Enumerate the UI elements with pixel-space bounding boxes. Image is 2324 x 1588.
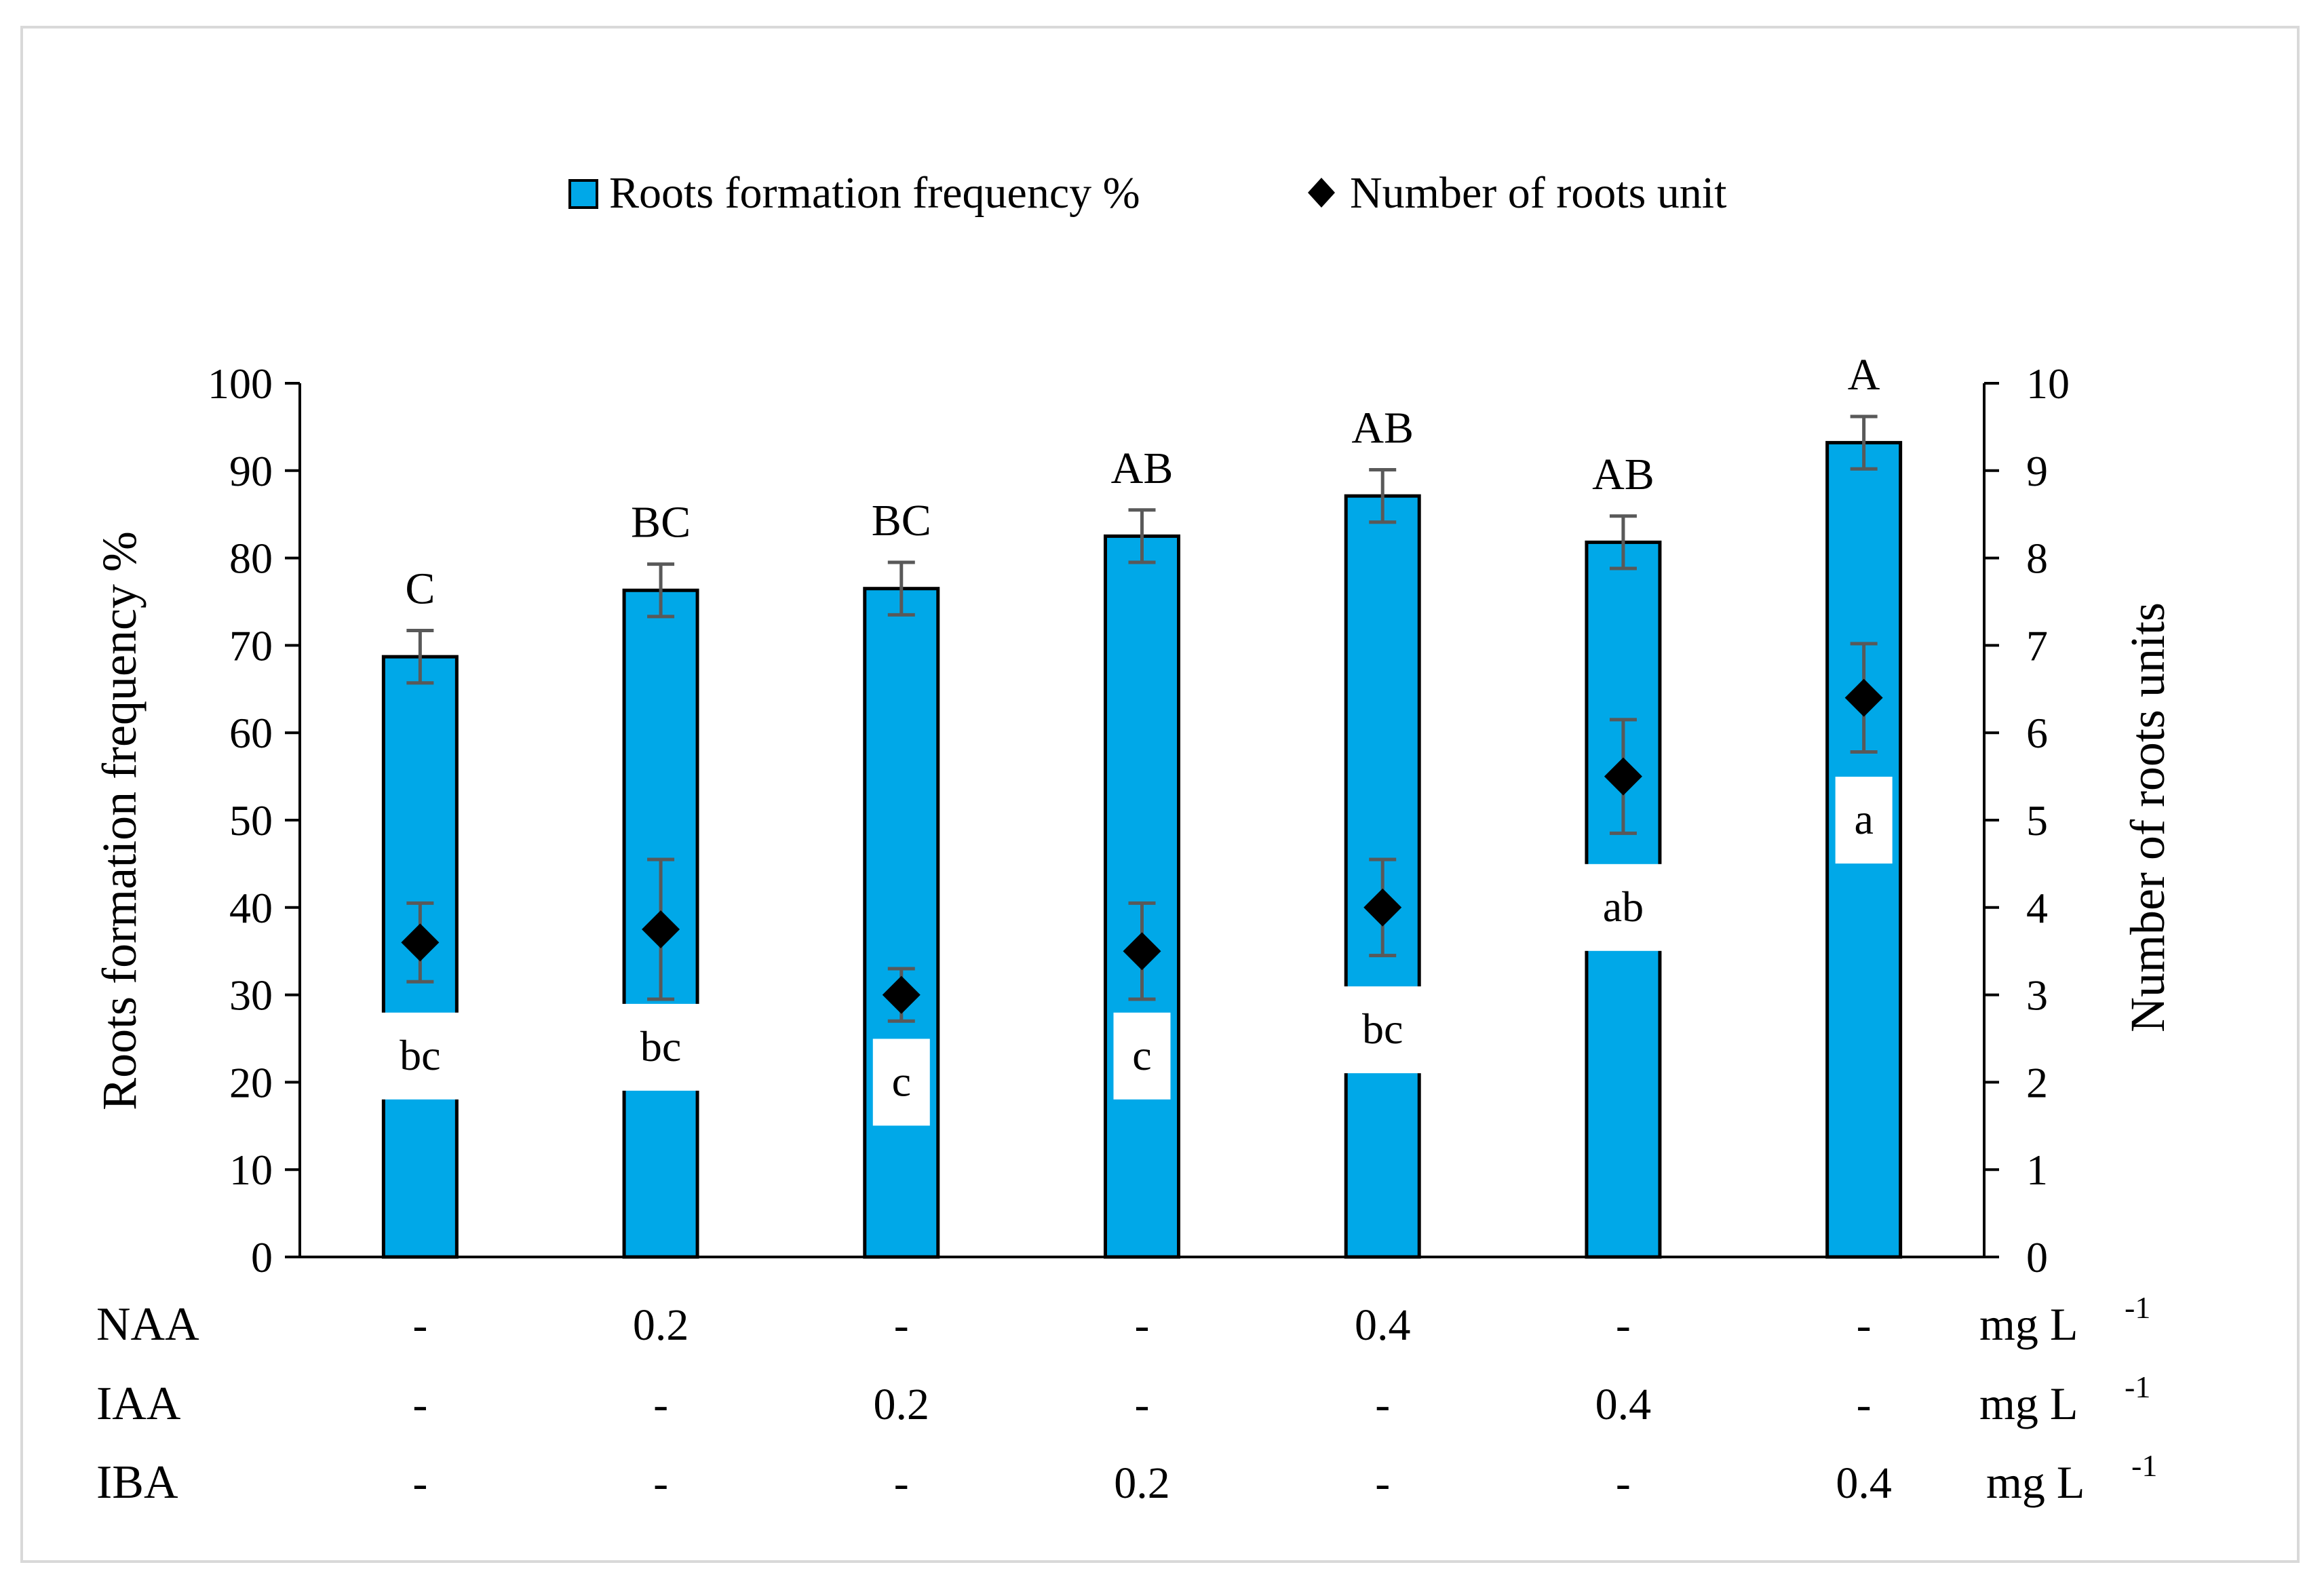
bar-significance-letter: AB — [1592, 450, 1654, 499]
point-letter-box — [1342, 986, 1424, 1074]
treatment-value: 0.2 — [633, 1300, 689, 1350]
roots-number-marker — [401, 923, 440, 962]
treatment-value: - — [653, 1380, 668, 1429]
y-tick-label: 40 — [229, 884, 273, 932]
point-significance-letter: bc — [640, 1022, 681, 1070]
treatment-value: - — [412, 1300, 427, 1350]
treatment-value: - — [412, 1380, 427, 1429]
point-letter-box — [620, 1003, 702, 1091]
treatment-value: - — [1375, 1458, 1390, 1508]
bar-significance-letter: C — [405, 564, 435, 614]
y-tick-label: 20 — [229, 1058, 273, 1106]
y-tick-label: 80 — [229, 535, 273, 583]
point-letter-box — [1582, 864, 1664, 951]
roots-number-marker — [1844, 678, 1883, 717]
y-axis-label: Roots formation frequency % — [92, 531, 147, 1110]
treatment-name: NAA — [96, 1298, 199, 1351]
point-letter-box — [379, 1012, 461, 1100]
roots-number-marker — [642, 910, 680, 948]
legend-diamond-label: Number of roots unit — [1350, 168, 1726, 218]
bar — [1104, 534, 1180, 1259]
y-tick-label: 30 — [229, 971, 273, 1020]
point-letter-box — [872, 1039, 930, 1126]
roots-number-marker — [1604, 757, 1642, 796]
y-tick-label: 100 — [208, 360, 273, 408]
treatment-name: IAA — [96, 1378, 181, 1430]
point-significance-letter: bc — [1362, 1005, 1403, 1053]
treatment-value: - — [412, 1458, 427, 1508]
treatment-value: - — [653, 1458, 668, 1508]
roots-number-marker — [1363, 888, 1402, 927]
point-significance-letter: c — [1132, 1031, 1151, 1079]
treatment-value: - — [1857, 1300, 1872, 1350]
y2-tick-label: 10 — [2026, 360, 2070, 408]
treatment-value: 0.2 — [1114, 1458, 1170, 1508]
treatment-value: - — [894, 1458, 909, 1508]
legend-bar-swatch — [568, 179, 598, 209]
point-significance-letter: ab — [1603, 883, 1644, 931]
treatment-value: - — [1616, 1458, 1631, 1508]
treatment-value: - — [1135, 1300, 1150, 1350]
y-tick-label: 50 — [229, 796, 273, 845]
y2-tick-label: 6 — [2026, 709, 2048, 757]
point-letter-box — [1113, 1012, 1171, 1100]
roots-number-marker — [882, 975, 921, 1014]
y-tick-label: 10 — [229, 1146, 273, 1194]
y2-tick-label: 2 — [2026, 1058, 2048, 1106]
legend-bar-label: Roots formation frequency % — [609, 168, 1140, 218]
treatment-value: - — [1375, 1380, 1390, 1429]
treatment-value: - — [1616, 1300, 1631, 1350]
bar-significance-letter: AB — [1111, 444, 1174, 493]
bar-significance-letter: BC — [872, 496, 931, 545]
point-significance-letter: bc — [400, 1031, 440, 1079]
y-tick-label: 70 — [229, 621, 273, 670]
treatment-value: 0.4 — [1355, 1300, 1411, 1350]
y2-tick-label: 9 — [2026, 447, 2048, 495]
legend-diamond-swatch — [1308, 178, 1335, 208]
treatment-unit: mg L — [1986, 1456, 2085, 1508]
bar-significance-letter: BC — [631, 498, 691, 547]
y2-tick-label: 7 — [2026, 621, 2048, 670]
treatment-value: 0.2 — [874, 1380, 930, 1429]
y2-tick-label: 0 — [2026, 1233, 2048, 1281]
treatment-value: - — [894, 1300, 909, 1350]
point-letter-box — [1835, 777, 1893, 864]
y2-axis-label: Number of roots units — [2120, 602, 2175, 1032]
bar — [863, 587, 940, 1259]
treatment-value: 0.4 — [1595, 1380, 1652, 1429]
point-significance-letter: a — [1854, 795, 1873, 843]
y-tick-label: 90 — [229, 447, 273, 495]
treatment-name: IBA — [96, 1456, 178, 1509]
treatment-value: - — [1135, 1380, 1150, 1429]
y-tick-label: 0 — [251, 1233, 273, 1281]
treatment-unit: mg L — [1979, 1378, 2078, 1429]
y2-tick-label: 3 — [2026, 971, 2048, 1020]
y2-tick-label: 8 — [2026, 535, 2048, 583]
bar-significance-letter: A — [1848, 350, 1880, 400]
y2-tick-label: 5 — [2026, 796, 2048, 845]
treatment-unit-superscript: -1 — [2131, 1448, 2157, 1483]
point-significance-letter: c — [892, 1057, 911, 1105]
treatment-value: - — [1857, 1380, 1872, 1429]
y2-tick-label: 4 — [2026, 884, 2048, 932]
treatment-unit-superscript: -1 — [2125, 1370, 2150, 1404]
treatment-unit-superscript: -1 — [2125, 1290, 2150, 1325]
roots-number-marker — [1123, 932, 1161, 971]
treatment-value: 0.4 — [1836, 1458, 1892, 1508]
figure-frame — [20, 26, 2300, 1563]
treatment-unit: mg L — [1979, 1298, 2078, 1350]
y-tick-label: 60 — [229, 709, 273, 757]
bar-significance-letter: AB — [1351, 404, 1414, 453]
y2-tick-label: 1 — [2026, 1146, 2048, 1194]
